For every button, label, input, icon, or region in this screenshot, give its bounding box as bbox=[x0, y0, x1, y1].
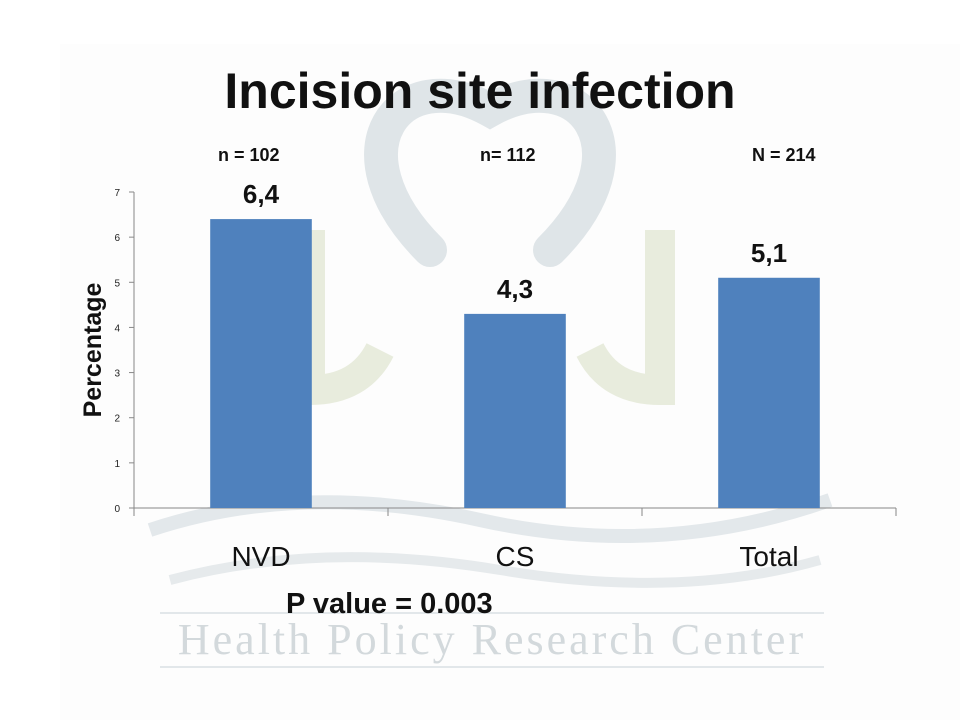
y-tick-label: 7 bbox=[114, 188, 120, 199]
data-label: 4,3 bbox=[497, 274, 533, 304]
bar-nvd bbox=[210, 219, 312, 509]
sample-size-total: N = 214 bbox=[752, 145, 816, 165]
sample-size-cs: n= 112 bbox=[480, 145, 536, 165]
bar-total bbox=[718, 277, 820, 508]
y-tick-label: 1 bbox=[114, 459, 120, 470]
y-tick-label: 2 bbox=[114, 414, 120, 425]
y-tick-label: 0 bbox=[114, 504, 120, 515]
y-axis-label: Percentage bbox=[79, 283, 107, 418]
x-category-label: Total bbox=[739, 541, 798, 572]
y-tick-label: 4 bbox=[114, 323, 120, 334]
watermark-script-stroke bbox=[168, 552, 822, 588]
y-tick-label: 3 bbox=[114, 369, 120, 380]
x-category-label: CS bbox=[496, 541, 535, 572]
watermark-arch-right bbox=[576, 230, 675, 406]
y-tick-label: 5 bbox=[114, 278, 120, 289]
slide-title: Incision site infection bbox=[224, 63, 736, 119]
y-tick-label: 6 bbox=[114, 233, 120, 244]
watermark-heart-outline bbox=[364, 78, 616, 267]
bar-cs bbox=[464, 313, 566, 508]
p-value: P value = 0.003 bbox=[286, 588, 493, 620]
x-category-label: NVD bbox=[231, 541, 290, 572]
data-label: 5,1 bbox=[751, 238, 787, 268]
sample-size-nvd: n = 102 bbox=[218, 145, 280, 165]
data-label: 6,4 bbox=[243, 179, 280, 209]
watermark-text: Health Policy Research Center bbox=[160, 612, 824, 668]
